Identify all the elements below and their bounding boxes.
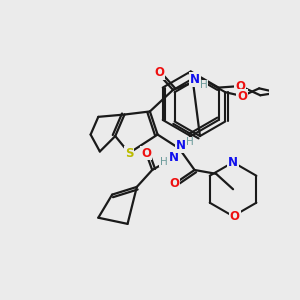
Text: N: N — [228, 156, 238, 169]
Text: H: H — [160, 157, 168, 166]
Text: O: O — [141, 146, 151, 160]
Text: O: O — [235, 80, 245, 92]
Text: N: N — [190, 73, 200, 85]
Text: N: N — [176, 139, 186, 152]
Text: O: O — [237, 90, 247, 103]
Text: O: O — [169, 177, 179, 190]
Text: H: H — [200, 80, 208, 90]
Text: O: O — [154, 67, 164, 80]
Text: N: N — [169, 151, 179, 164]
Text: H: H — [186, 137, 194, 147]
Text: O: O — [230, 210, 240, 223]
Text: S: S — [125, 146, 134, 160]
